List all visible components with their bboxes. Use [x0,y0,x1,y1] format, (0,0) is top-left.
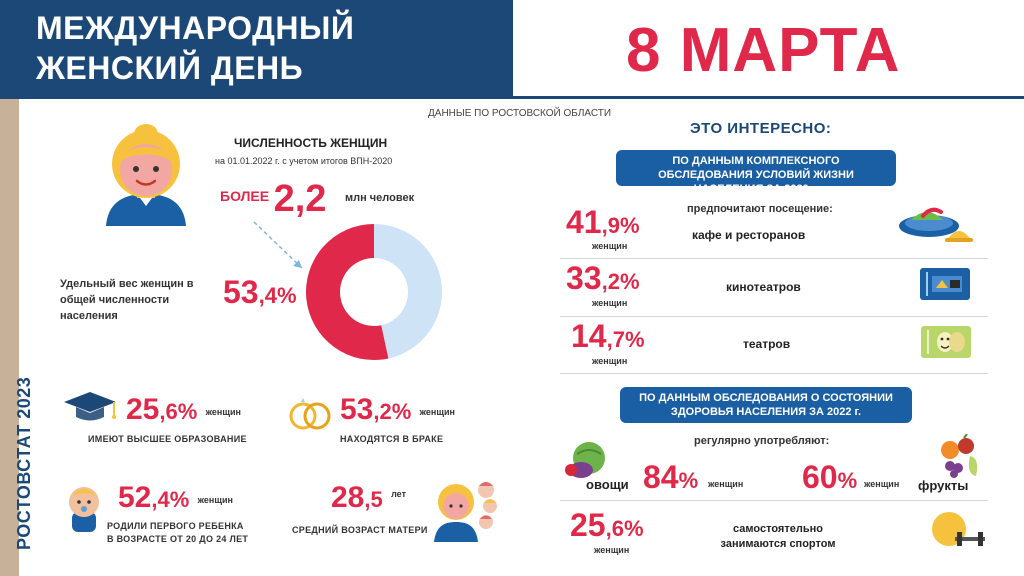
first-child-caption: РОДИЛИ ПЕРВОГО РЕБЕНКА В ВОЗРАСТЕ ОТ 20 … [107,520,248,546]
fruits-value: 60% [802,461,857,493]
mother-children-icon [430,476,502,547]
row3-unit: женщин [592,356,628,366]
vegetables-value: 84% [643,461,698,493]
mother-age-caption: СРЕДНИЙ ВОЗРАСТ МАТЕРИ [292,525,428,535]
mother-age-int: 28 [331,481,365,514]
marriage-caption: НАХОДЯТСЯ В БРАКЕ [340,434,444,444]
interesting-title: ЭТО ИНТЕРЕСНО: [690,120,832,137]
donut-rest-segment [374,224,442,359]
share-int: 53 [223,274,259,310]
population-title: ЧИСЛЕННОСТЬ ЖЕНЩИН [234,136,388,150]
row3-value: 14,7% [571,320,645,352]
first-child-caption-line1: РОДИЛИ ПЕРВОГО РЕБЕНКА [107,521,244,531]
marriage-int: 53 [340,393,374,426]
row1-unit: женщин [592,241,628,251]
first-child-unit: женщин [197,495,233,505]
vegetables-label: овощи [586,477,629,492]
header-date: 8 МАРТА [626,16,901,85]
fruits-label: фрукты [918,478,969,493]
population-int: 2 [273,178,295,220]
sport-value: 25,6% [570,509,644,541]
header-title-line2: ЖЕНСКИЙ ДЕНЬ [36,50,304,86]
sport-int: 25 [570,507,606,543]
first-child-value: 52,4% женщин [118,483,233,513]
row2-int: 33 [566,260,602,296]
education-caption: ИМЕЮТ ВЫСШЕЕ ОБРАЗОВАНИЕ [88,434,247,444]
header-bar [0,0,513,96]
vegetables-frac: % [678,468,699,493]
row2-divider [560,316,988,317]
row3-frac: ,7% [606,327,645,352]
population-unit: млн человек [344,192,415,204]
fruits-unit: женщин [864,479,900,489]
marriage-value: 53,2% женщин [340,395,455,425]
vegetables-unit: женщин [708,479,744,489]
baby-icon [64,482,104,539]
mother-age-unit: лет [391,489,406,499]
share-frac: ,4% [258,283,297,308]
population-subtitle: на 01.01.2022 г. с учетом итогов ВПН-202… [215,156,393,166]
row2-value: 33,2% [566,262,640,294]
row3-label: театров [743,337,791,351]
row1-divider [560,258,988,259]
first-child-int: 52 [118,481,152,514]
population-number: 2,2 [274,178,337,220]
row1-frac: ,9% [601,213,640,238]
education-unit: женщин [205,407,241,417]
row2-label: кинотеатров [726,280,801,294]
header-title: МЕЖДУНАРОДНЫЙ ЖЕНСКИЙ ДЕНЬ [36,8,354,88]
theater-ticket-icon [919,324,973,365]
row3-divider [560,373,988,374]
row2-unit: женщин [592,298,628,308]
rings-icon [286,396,334,437]
row1-int: 41 [566,204,602,240]
first-child-frac: ,4% [151,487,190,512]
fruits-int: 60 [802,459,838,495]
share-label: Удельный вес женщин в общей численности … [60,278,194,322]
sport-label: самостоятельно занимаются спортом [720,523,836,550]
sport-frac: ,6% [605,516,644,541]
share-donut [299,224,449,365]
fruits-icon [936,433,984,483]
consume-label: регулярно употребляют: [694,435,830,447]
marriage-unit: женщин [419,407,455,417]
cinema-ticket-icon [918,266,972,307]
first-child-caption-line2: В ВОЗРАСТЕ ОТ 20 ДО 24 ЛЕТ [107,534,249,544]
vegetables-int: 84 [643,459,679,495]
mother-age-value: 28,5 лет [331,483,406,513]
header-rule [0,96,1024,99]
mother-age-frac: ,5 [364,487,383,512]
restaurant-icon [897,200,977,249]
survey2-pill: ПО ДАННЫМ ОБСЛЕДОВАНИЯ О СОСТОЯНИИ ЗДОРО… [620,387,912,423]
education-value: 25,6% женщин [126,395,241,425]
row1-label: кафе и ресторанов [692,228,806,242]
sport-unit: женщин [594,545,630,555]
vegetables-icon [563,440,609,485]
row3-int: 14 [571,318,607,354]
sport-dumbbell-icon [931,511,987,554]
region-note: ДАННЫЕ ПО РОСТОВСКОЙ ОБЛАСТИ [428,108,612,119]
fruits-frac: % [837,468,858,493]
woman-avatar-icon [100,114,192,233]
prefer-label: предпочитают посещение: [687,203,833,215]
education-frac: ,6% [159,399,198,424]
fruits-divider [560,500,988,501]
marriage-frac: ,2% [373,399,412,424]
sidebar-label: РОСТОВСТАТ 2023 [14,376,34,550]
row1-value: 41,9% [566,206,640,238]
sidebar-strip [0,99,19,576]
population-frac: ,2 [294,178,327,220]
education-int: 25 [126,393,160,426]
survey1-pill: ПО ДАННЫМ КОМПЛЕКСНОГО ОБСЛЕДОВАНИЯ УСЛО… [616,150,896,195]
population-value: БОЛЕЕ 2,2 млн человек [220,180,414,218]
share-value: 53,4% [223,276,297,308]
row2-frac: ,2% [601,269,640,294]
header-title-line1: МЕЖДУНАРОДНЫЙ [36,10,355,46]
population-prefix: БОЛЕЕ [220,188,270,204]
donut-women-segment [306,224,389,360]
graduation-cap-icon [62,390,118,429]
arrow-pointer [250,218,310,279]
